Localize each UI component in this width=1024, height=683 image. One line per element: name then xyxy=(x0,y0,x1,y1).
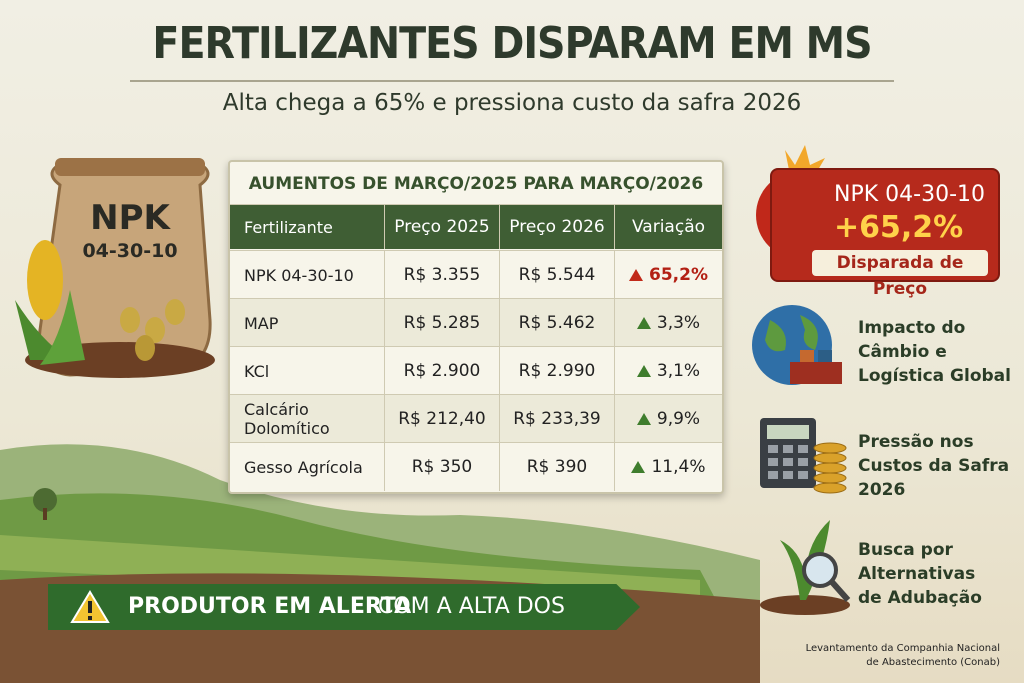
table-title: AUMENTOS DE MARÇO/2025 PARA MARÇO/2026 xyxy=(248,174,704,194)
price-cell: R$ 233,39 xyxy=(499,395,614,443)
change-cell: 11,4% xyxy=(614,443,722,491)
change-cell: 65,2% xyxy=(614,251,722,299)
column-header: Fertilizante xyxy=(244,217,333,237)
factor-line: Impacto do xyxy=(858,318,966,338)
alert-banner: PRODUTOR EM ALERTA COM A ALTA DOS INSUMO… xyxy=(48,584,640,630)
product-cell: Gesso Agrícola xyxy=(244,457,363,477)
banner-text: COM A ALTA DOS INSUMOS xyxy=(378,594,565,619)
change-cell: 3,3% xyxy=(614,299,722,347)
callout-change: +65,2% xyxy=(834,210,964,245)
subtitle: Alta chega a 65% e pressiona custo da sa… xyxy=(222,90,802,116)
factor-line: Pressão nos xyxy=(858,432,974,452)
change-value: 3,1% xyxy=(656,361,701,381)
factor-line: Custos da Safra xyxy=(858,456,1010,476)
product-cell: NPK 04-30-10 xyxy=(244,265,354,285)
price-cell: R$ 5.544 xyxy=(499,251,614,299)
factor-line: Alternativas xyxy=(858,564,976,584)
up-arrow xyxy=(629,269,643,281)
factor-text: Pressão nos Custos da Safra 2026 xyxy=(858,430,1009,502)
callout-caption: Disparada de Preço xyxy=(812,250,988,299)
price-table: AUMENTOS DE MARÇO/2025 PARA MARÇO/2026 F… xyxy=(228,160,724,494)
divider xyxy=(130,80,894,82)
highlight-callout: NPK 04-30-10 +65,2% Disparada de Preço xyxy=(770,168,1000,299)
factor-line: de Adubação xyxy=(858,588,982,608)
factor-line: 2026 xyxy=(858,480,906,500)
change-cell: 3,1% xyxy=(614,347,722,395)
price-cell: R$ 5.462 xyxy=(499,299,614,347)
callout-product: NPK 04-30-10 xyxy=(834,182,986,207)
source-line: de Abastecimento (Conab) xyxy=(866,657,1000,668)
warning-icon xyxy=(70,590,110,623)
column-header: Preço 2025 xyxy=(384,205,499,249)
up-arrow xyxy=(636,413,651,425)
column-header: Variação xyxy=(614,205,722,249)
bag-label: NPK xyxy=(90,198,170,238)
title: FERTILIZANTES DISPARAM EM MS xyxy=(152,18,872,69)
change-value: 65,2% xyxy=(649,265,708,285)
factor-line: Câmbio e xyxy=(858,342,947,362)
product-cell: KCl xyxy=(244,361,270,381)
table-row: KCl R$ 2.900 R$ 2.990 3,1% xyxy=(230,346,722,395)
factor-text: Impacto do Câmbio e Logística Global xyxy=(858,316,1011,388)
up-arrow xyxy=(636,365,651,377)
factor-text: Busca por Alternativas de Adubação xyxy=(858,538,982,610)
price-cell: R$ 2.900 xyxy=(384,347,499,395)
price-cell: R$ 5.285 xyxy=(384,299,499,347)
price-cell: R$ 212,40 xyxy=(384,395,499,443)
price-cell: R$ 350 xyxy=(384,443,499,491)
table-row: NPK 04-30-10 R$ 3.355 R$ 5.544 65,2% xyxy=(230,250,722,299)
factor-line: Logística Global xyxy=(858,366,1011,386)
change-value: 9,9% xyxy=(656,409,701,429)
header-row: Fertilizante Preço 2025 Preço 2026 Variação xyxy=(230,204,722,249)
up-arrow xyxy=(631,461,646,473)
table-row: Calcário Dolomítico R$ 212,40 R$ 233,39 9,9… xyxy=(230,394,722,443)
product-cell: Calcário Dolomítico xyxy=(244,400,330,438)
source-line: Levantamento da Companhia Nacional xyxy=(805,643,1000,654)
table-row: Gesso Agrícola R$ 350 R$ 390 11,4% xyxy=(230,442,722,491)
bag-formula: 04-30-10 xyxy=(82,240,178,262)
change-cell: 9,9% xyxy=(614,395,722,443)
change-value: 11,4% xyxy=(651,457,706,477)
price-cell: R$ 3.355 xyxy=(384,251,499,299)
column-header: Preço 2026 xyxy=(499,205,614,249)
product-cell: MAP xyxy=(244,313,279,333)
change-value: 3,3% xyxy=(656,313,701,333)
up-arrow xyxy=(636,317,651,329)
table-row: MAP R$ 5.285 R$ 5.462 3,3% xyxy=(230,298,722,347)
factor-line: Busca por xyxy=(858,540,953,560)
banner-strong: PRODUTOR EM ALERTA xyxy=(128,594,412,619)
price-cell: R$ 2.990 xyxy=(499,347,614,395)
price-cell: R$ 390 xyxy=(499,443,614,491)
